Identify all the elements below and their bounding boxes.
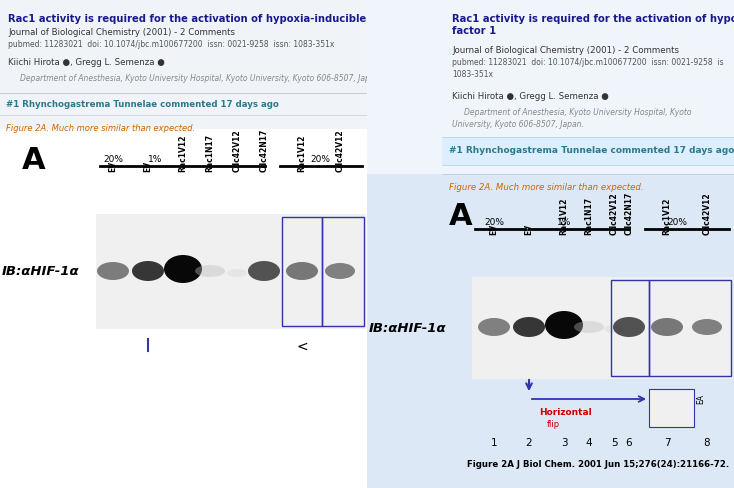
Text: Department of Anesthesia, Kyoto University Hospital, Kyoto: Department of Anesthesia, Kyoto Universi… — [464, 108, 691, 117]
Text: Department of Anesthesia, Kyoto University Hospital, Kyoto University, Kyoto 606: Department of Anesthesia, Kyoto Universi… — [20, 74, 382, 83]
Ellipse shape — [513, 317, 545, 337]
Text: Rac1N17: Rac1N17 — [584, 197, 594, 235]
Ellipse shape — [692, 319, 722, 335]
Ellipse shape — [97, 263, 129, 281]
Ellipse shape — [478, 318, 510, 336]
Text: Rac1N17: Rac1N17 — [206, 134, 214, 172]
Text: #1 Rhynchogastrema Tunnelae commented 17 days ago: #1 Rhynchogastrema Tunnelae commented 17… — [449, 146, 734, 155]
Bar — [649, 281, 731, 376]
Bar — [649, 389, 694, 427]
Ellipse shape — [132, 262, 164, 282]
Text: Cdc42V12: Cdc42V12 — [335, 129, 344, 172]
Text: 3: 3 — [561, 437, 567, 447]
Text: <: < — [297, 339, 308, 353]
Text: A: A — [22, 146, 46, 175]
Text: Cdc42V12: Cdc42V12 — [609, 192, 619, 235]
Text: 2: 2 — [526, 437, 532, 447]
Text: Cdc42N17: Cdc42N17 — [625, 191, 633, 235]
Bar — [472, 278, 733, 379]
Ellipse shape — [545, 311, 583, 339]
Text: 1%: 1% — [148, 155, 162, 163]
Text: Kiichi Hirota ●, Gregg L. Semenza ●: Kiichi Hirota ●, Gregg L. Semenza ● — [452, 92, 608, 101]
Bar — [96, 215, 366, 329]
Bar — [367, 0, 734, 175]
Bar — [442, 138, 734, 165]
Text: Rac1 activity is required for the activation of hypoxia-inducible
factor 1: Rac1 activity is required for the activa… — [452, 14, 734, 36]
Text: 1: 1 — [491, 437, 498, 447]
Text: 5: 5 — [611, 437, 617, 447]
Text: 1083-351x: 1083-351x — [452, 70, 493, 79]
Ellipse shape — [286, 263, 318, 281]
Bar — [0, 339, 367, 488]
Text: University, Kyoto 606-8507, Japan.: University, Kyoto 606-8507, Japan. — [452, 120, 584, 129]
Text: 20%: 20% — [484, 218, 504, 226]
Ellipse shape — [325, 264, 355, 280]
Text: 7: 7 — [664, 437, 670, 447]
Text: Journal of Biological Chemistry (2001) - 2 Comments: Journal of Biological Chemistry (2001) -… — [8, 28, 235, 37]
Ellipse shape — [248, 262, 280, 282]
Text: Rac1V12: Rac1V12 — [178, 134, 187, 172]
Ellipse shape — [604, 325, 624, 333]
Text: Rac1V12: Rac1V12 — [663, 197, 672, 235]
Bar — [322, 218, 364, 326]
Text: Rac1V12: Rac1V12 — [297, 134, 307, 172]
Text: pubmed: 11283021  doi: 10.1074/jbc.m100677200  issn: 0021-9258  issn: 1083-351x: pubmed: 11283021 doi: 10.1074/jbc.m10067… — [8, 40, 335, 49]
Text: Journal of Biological Chemistry (2001) - 2 Comments: Journal of Biological Chemistry (2001) -… — [452, 46, 679, 55]
Text: 20%: 20% — [310, 155, 330, 163]
Text: IB:αHIF-1α: IB:αHIF-1α — [2, 265, 79, 278]
Text: Kiichi Hirota ●, Gregg L. Semenza ●: Kiichi Hirota ●, Gregg L. Semenza ● — [8, 58, 164, 67]
Ellipse shape — [195, 265, 225, 278]
Text: Figure 2A J Biol Chem. 2001 Jun 15;276(24):21166-72.: Figure 2A J Biol Chem. 2001 Jun 15;276(2… — [467, 459, 730, 468]
Text: Figure 2A. Much more similar than expected.: Figure 2A. Much more similar than expect… — [6, 124, 195, 133]
Text: 20%: 20% — [667, 218, 687, 226]
Text: EV: EV — [144, 161, 153, 172]
Text: EV: EV — [109, 161, 117, 172]
Text: Rac1 activity is required for the activation of hypoxia-inducible factor 1: Rac1 activity is required for the activa… — [8, 14, 414, 24]
Text: 20%: 20% — [103, 155, 123, 163]
Ellipse shape — [613, 317, 645, 337]
Text: A: A — [449, 202, 473, 230]
Text: Figure 2A. Much more similar than expected.: Figure 2A. Much more similar than expect… — [449, 183, 644, 192]
Text: 6: 6 — [625, 437, 632, 447]
Text: 1%: 1% — [557, 218, 571, 226]
Text: EV: EV — [525, 224, 534, 235]
Ellipse shape — [227, 269, 247, 278]
Text: Horizontal: Horizontal — [539, 407, 592, 416]
Text: 4: 4 — [586, 437, 592, 447]
Text: Rac1V12: Rac1V12 — [559, 197, 569, 235]
Text: IB:αHIF-1α: IB:αHIF-1α — [369, 322, 446, 335]
Bar — [282, 218, 322, 326]
Text: EV: EV — [490, 224, 498, 235]
Ellipse shape — [164, 256, 202, 284]
Text: pubmed: 11283021  doi: 10.1074/jbc.m100677200  issn: 0021-9258  is: pubmed: 11283021 doi: 10.1074/jbc.m10067… — [452, 58, 724, 67]
Ellipse shape — [656, 401, 686, 415]
Ellipse shape — [651, 318, 683, 336]
Text: EA: EA — [696, 393, 705, 403]
Bar — [611, 281, 649, 376]
Ellipse shape — [574, 321, 604, 333]
Bar — [0, 0, 367, 130]
Text: Cdc42V12: Cdc42V12 — [233, 129, 241, 172]
Text: 8: 8 — [704, 437, 711, 447]
Text: Cdc42N17: Cdc42N17 — [260, 128, 269, 172]
Text: #1 Rhynchogastrema Tunnelae commented 17 days ago: #1 Rhynchogastrema Tunnelae commented 17… — [6, 100, 279, 109]
Text: Cdc42V12: Cdc42V12 — [702, 192, 711, 235]
Text: flip: flip — [547, 419, 560, 428]
